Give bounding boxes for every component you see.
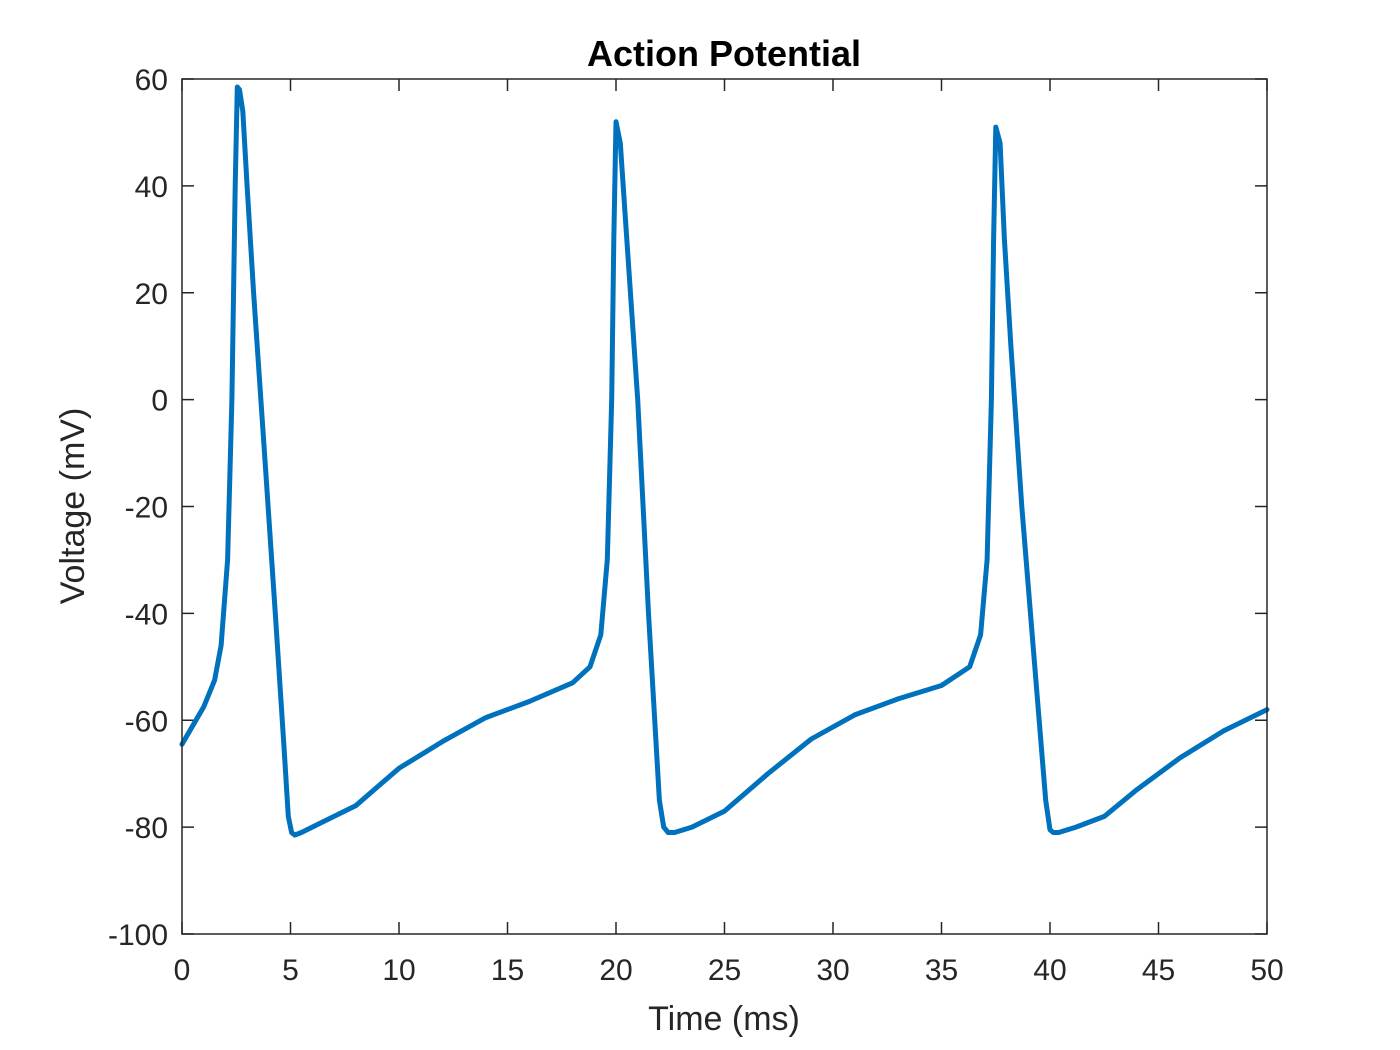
x-tick-label: 30	[816, 954, 849, 987]
x-tick-label: 5	[282, 954, 299, 987]
x-tick-label: 45	[1142, 954, 1175, 987]
x-tick-label: 0	[174, 954, 191, 987]
y-tick-label: 40	[135, 171, 168, 204]
y-tick-label: -20	[125, 492, 168, 525]
y-tick-label: -80	[125, 812, 168, 845]
x-tick-label: 40	[1033, 954, 1066, 987]
plot-area-frame	[181, 78, 1268, 935]
x-tick-label: 20	[599, 954, 632, 987]
x-tick-label: 50	[1250, 954, 1283, 987]
y-tick-label: 0	[151, 385, 168, 418]
y-tick-label: -40	[125, 598, 168, 631]
y-tick-label: 20	[135, 278, 168, 311]
y-tick-label: -100	[108, 919, 168, 952]
x-axis-label: Time (ms)	[648, 1000, 800, 1038]
x-tick-label: 10	[382, 954, 415, 987]
chart-title: Action Potential	[587, 33, 861, 74]
voltage-series-line	[179, 84, 1270, 838]
x-tick-label: 35	[925, 954, 958, 987]
y-tick-label: 60	[135, 64, 168, 97]
y-axis-label: Voltage (mV)	[54, 408, 92, 605]
y-tick-label: -60	[125, 705, 168, 738]
x-axis-ticks: 0 5 10 15 20 25 30 35 40 45 50	[174, 79, 1284, 987]
x-tick-label: 25	[708, 954, 741, 987]
x-tick-label: 15	[491, 954, 524, 987]
